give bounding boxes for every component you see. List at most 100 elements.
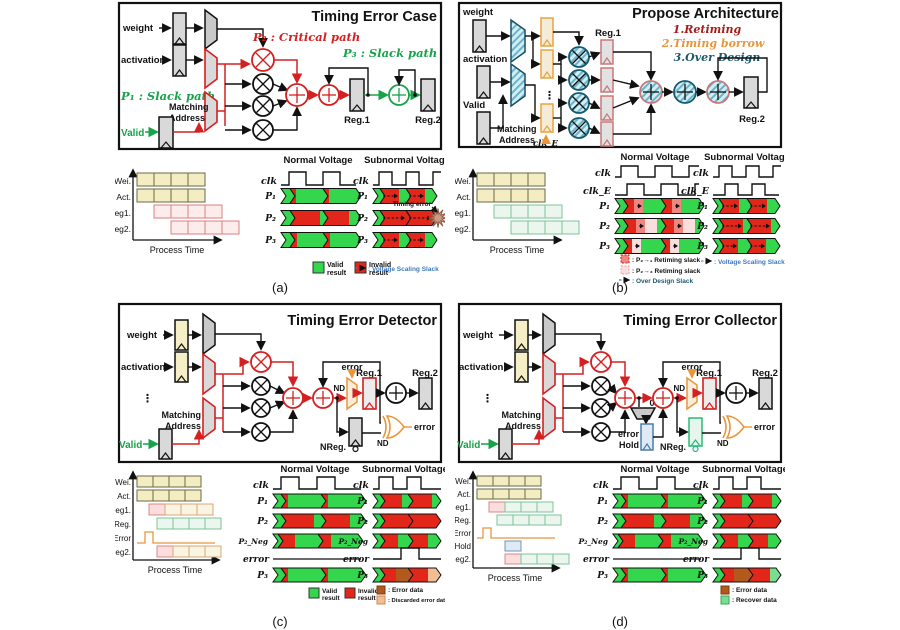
valid-register-icon <box>158 116 174 149</box>
slack-arrowhead <box>674 243 678 249</box>
slack-arrowhead <box>394 237 398 243</box>
error-pulse-mini <box>477 527 555 539</box>
process-box <box>170 220 189 235</box>
caption: (d) <box>612 614 628 629</box>
process-row-label: Reg1. <box>115 506 131 515</box>
wave-segment <box>396 568 413 582</box>
clk-label: clk <box>353 176 369 187</box>
wave-segment <box>738 238 752 254</box>
normal-voltage-title: Normal Voltage <box>621 152 690 163</box>
wave-segment <box>772 494 781 508</box>
process-box <box>524 475 542 487</box>
wave-segment <box>290 188 296 204</box>
process-row-label: Wei. <box>115 478 131 487</box>
wave-row-label: P₂ <box>356 517 368 527</box>
reg1-register-icon <box>600 39 614 65</box>
caption: (b) <box>612 280 628 295</box>
wave-segment <box>719 198 739 214</box>
wave-segment <box>323 188 329 204</box>
error-signal-label: error <box>583 555 610 565</box>
address-label: Address <box>505 421 541 431</box>
valid-register-icon <box>158 428 173 460</box>
reg1-register-icon <box>600 95 614 121</box>
mux-icon <box>542 396 556 440</box>
legend-valid-line2: result <box>322 595 341 602</box>
process-box <box>527 172 546 187</box>
process-box <box>204 517 222 530</box>
wave-segment <box>747 198 767 214</box>
reg1-register-icon <box>600 67 614 93</box>
wave-segment <box>766 238 780 254</box>
panel-a-svg: Timing Error Case weight activation P₂ :… <box>108 1 450 295</box>
process-box <box>136 172 155 187</box>
wave-segment <box>615 198 628 214</box>
nd-label: ND <box>673 384 685 393</box>
p3-slack-path-label: P₃ : Slack path <box>342 46 437 60</box>
process-time-label: Process Time <box>490 245 545 255</box>
wave-row-label: P₁ <box>256 497 268 507</box>
process-row-label: NReg. <box>455 516 471 525</box>
xor-gate-icon <box>382 415 405 439</box>
wave-segment <box>661 514 690 528</box>
process-row-label: Act. <box>457 490 471 499</box>
process-box <box>493 204 512 219</box>
process-box <box>536 501 554 513</box>
wave-segment <box>657 218 666 234</box>
process-box <box>561 220 580 235</box>
error-select-label: error <box>341 362 363 372</box>
borrow-register-icon <box>540 103 554 133</box>
legend-recover-label: : Recover data <box>732 597 777 604</box>
normal-voltage-title: Normal Voltage <box>621 464 690 475</box>
wave-segment <box>380 210 411 226</box>
process-box <box>204 545 222 558</box>
wave-row-label: P₃ <box>598 242 610 252</box>
weight-register-icon <box>514 319 529 351</box>
legend-valid-swatch <box>308 587 320 599</box>
process-box <box>170 188 189 203</box>
process-time-label: Process Time <box>150 245 205 255</box>
wave-segment <box>771 218 780 234</box>
process-box <box>221 220 240 235</box>
mux-icon <box>542 352 556 396</box>
wave-segment <box>628 494 666 508</box>
activation-label: activation <box>463 54 508 65</box>
clk-label: clk <box>253 480 269 491</box>
process-time-label: Process Time <box>148 565 203 575</box>
wave-outline <box>322 188 362 204</box>
activation-label: activation <box>121 362 166 373</box>
process-box <box>187 188 206 203</box>
wave-outline <box>747 493 782 509</box>
clk-e-waveform <box>713 183 779 196</box>
activation-register-icon <box>476 65 491 99</box>
timing-error-burst <box>428 208 448 228</box>
process-box <box>520 501 538 513</box>
wave-segment <box>613 568 626 582</box>
process-box <box>510 172 529 187</box>
wave-outline <box>320 567 367 583</box>
wave-segment <box>323 210 349 226</box>
legend-overdesign-label: : Over Design Slack <box>632 278 693 285</box>
process-box <box>152 475 170 488</box>
wave-row-label: P₃ <box>256 571 268 581</box>
slack-arrowhead <box>676 203 680 209</box>
mux-icon <box>202 396 216 440</box>
weight-register-icon <box>472 19 487 53</box>
process-box <box>476 488 494 500</box>
wave-segment <box>428 568 441 582</box>
valid-register-icon <box>476 111 491 145</box>
process-time-chart: Wei. Act. Reg1. Reg2. <box>108 172 240 235</box>
process-box <box>204 220 223 235</box>
legend-retim1-swatch <box>620 254 630 264</box>
wave-row-label: P₂ <box>264 214 276 224</box>
legend-error-swatch <box>720 585 730 595</box>
note-over-design: 3.Over Design <box>674 51 761 64</box>
normal-voltage-title: Normal Voltage <box>284 155 353 166</box>
process-box <box>136 475 154 488</box>
wave-segment <box>323 232 330 248</box>
wave-segment <box>329 188 361 204</box>
weight-register-icon <box>174 319 189 351</box>
error-hold-label-2: Hold <box>619 440 639 450</box>
process-box <box>187 220 206 235</box>
wave-segment <box>321 568 328 582</box>
clk-waveform <box>373 476 441 490</box>
